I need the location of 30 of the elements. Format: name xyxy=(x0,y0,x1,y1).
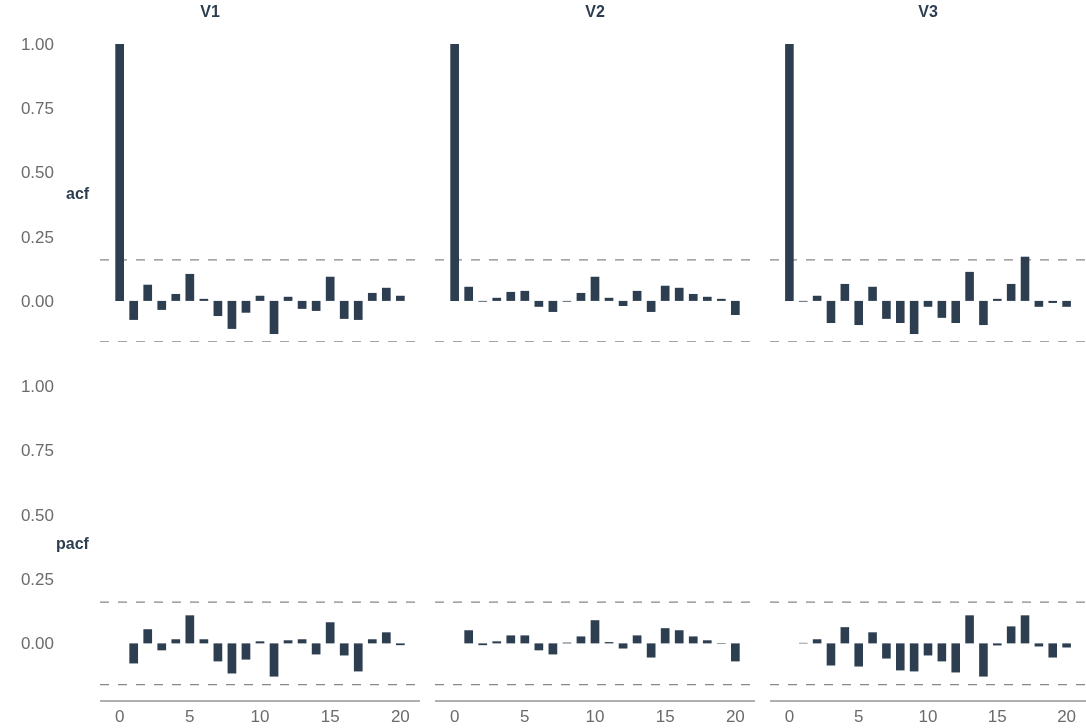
y-axis-title: acf xyxy=(66,185,90,202)
x-tick-label: 10 xyxy=(250,706,270,726)
y-tick-label: 0.75 xyxy=(20,99,54,119)
x-tick-label: 20 xyxy=(390,706,410,726)
x-tick-label: 10 xyxy=(918,706,938,726)
chart-title: V2 xyxy=(585,3,605,21)
x-tick-label: 5 xyxy=(185,706,195,726)
y-tick-label: 1.00 xyxy=(20,34,54,54)
y-tick-label: 0.75 xyxy=(20,441,54,461)
x-tick-label: 0 xyxy=(784,706,795,726)
chart-title: V3 xyxy=(918,3,938,21)
x-tick-label: 20 xyxy=(1057,706,1077,726)
x-tick-label: 15 xyxy=(655,706,675,726)
x-tick-label: 15 xyxy=(987,706,1007,726)
y-tick-label: 0.50 xyxy=(20,505,54,525)
y-tick-label: 0.00 xyxy=(20,634,54,654)
chart-title: V1 xyxy=(200,3,220,21)
y-tick-label: 1.00 xyxy=(20,376,54,396)
x-tick-label: 5 xyxy=(520,706,530,726)
y-axis-title: pacf xyxy=(56,535,90,552)
x-tick-label: 10 xyxy=(585,706,605,726)
x-tick-label: 5 xyxy=(853,706,864,726)
y-tick-label: 0.25 xyxy=(20,569,54,589)
x-tick-label: 0 xyxy=(114,706,125,726)
y-tick-label: 0.00 xyxy=(20,291,54,311)
x-tick-label: 20 xyxy=(725,706,745,726)
x-tick-label: 0 xyxy=(449,706,460,726)
x-tick-label: 15 xyxy=(320,706,340,726)
y-tick-label: 0.25 xyxy=(20,227,54,247)
y-tick-label: 0.50 xyxy=(20,163,54,183)
